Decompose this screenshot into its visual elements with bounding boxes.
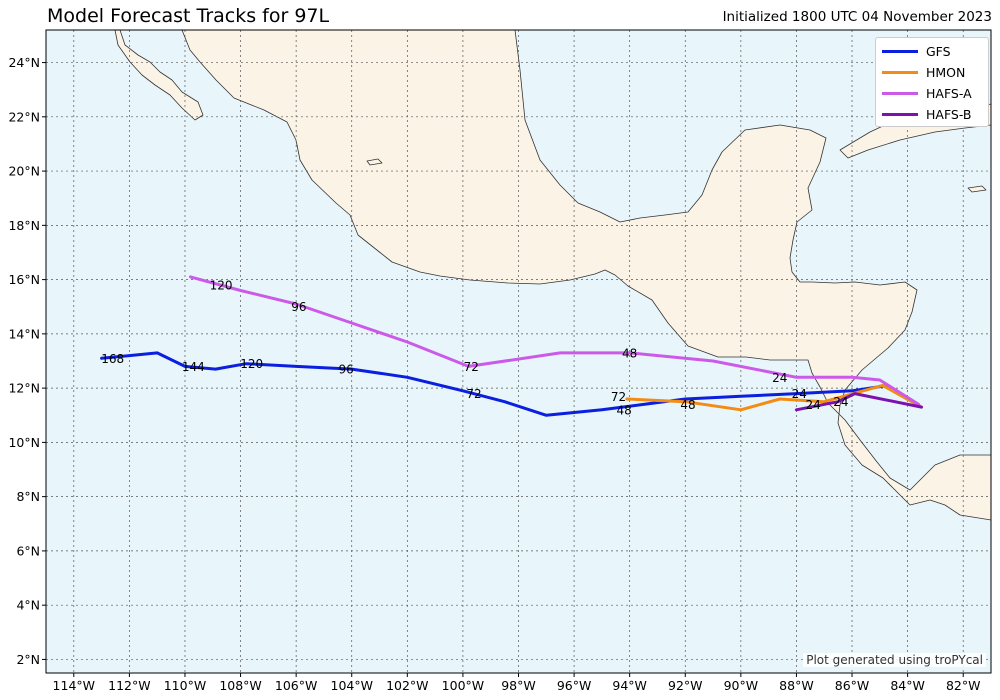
tick-label-lon: 86°W [835,678,870,693]
tick-label-lat: 4°N [16,598,40,613]
tick-label-lat: 14°N [8,326,40,341]
legend-swatch-hafs-a [882,92,918,95]
tick-label-lon: 100°W [442,678,484,693]
forecast-hour-label: 120 [240,357,263,371]
track-line-gfs [100,351,890,417]
initialized-time: Initialized 1800 UTC 04 November 2023 [722,9,992,25]
tick-label-lat: 12°N [8,381,40,396]
tick-label-lat: 6°N [16,543,40,558]
forecast-hour-label: 120 [210,279,233,293]
tick-label-lon: 98°W [501,678,536,693]
land-islas-marias [366,158,383,166]
legend-label-gfs: GFS [926,44,951,59]
latitude-ticks: 2°N 4°N 6°N 8°N 10°N 12°N 14°N 16°N 18°N 20°N 22°N… [8,55,46,667]
legend-item-gfs: GFS [882,41,982,62]
tick-label-lat: 20°N [8,164,40,179]
forecast-hour-label: 24 [805,398,820,412]
forecast-hour-label: 24 [792,387,807,401]
tick-label-lon: 94°W [612,678,647,693]
track-line-hafs-b [794,392,923,412]
legend-item-hafs-b: HAFS-B [882,104,982,125]
forecast-hour-label: 48 [616,403,631,417]
tick-label-lon: 82°W [946,678,981,693]
forecast-hour-label: 24 [833,395,848,409]
longitude-ticks: 114°W 112°W 110°W 108°W 106°W 104°W 102°W 100°W… [53,673,981,693]
forecast-hour-label: 72 [464,360,479,374]
tick-label-lat: 22°N [8,109,40,124]
tick-label-lon: 102°W [386,678,428,693]
map-title: Model Forecast Tracks for 97L [47,5,330,27]
credit-text: Plot generated using troPYcal [803,653,986,667]
legend-item-hafs-a: HAFS-A [882,83,982,104]
tick-label-lon: 90°W [724,678,759,693]
tick-label-lon: 112°W [108,678,150,693]
tick-label-lat: 16°N [8,272,40,287]
track-line-hmon [625,383,923,412]
legend-label-hmon: HMON [926,65,966,80]
legend-item-hmon: HMON [882,62,982,83]
land-mainland [181,30,991,521]
land-jamaica [967,185,987,193]
forecast-hour-label: 96 [291,300,306,314]
tick-label-lat: 8°N [16,489,40,504]
forecast-hour-label: 48 [622,346,637,360]
land-baja-california [114,30,204,121]
tick-label-lat: 18°N [8,218,40,233]
legend-label-hafs-a: HAFS-A [926,86,972,101]
legend-swatch-gfs [882,50,918,53]
tick-label-lon: 92°W [668,678,703,693]
legend-label-hafs-b: HAFS-B [926,107,972,122]
tick-label-lat: 24°N [8,55,40,70]
forecast-hour-label: 72 [466,387,481,401]
tick-label-lon: 84°W [890,678,925,693]
tick-label-lon: 114°W [53,678,95,693]
forecast-hour-label: 168 [101,352,124,366]
tick-label-lon: 96°W [557,678,592,693]
legend: GFS HMON HAFS-A HAFS-B [875,37,989,127]
tick-label-lat: 10°N [8,435,40,450]
tick-label-lon: 106°W [275,678,317,693]
tick-label-lat: 2°N [16,652,40,667]
forecast-hour-label: 144 [182,360,205,374]
tick-label-lon: 108°W [219,678,261,693]
tick-label-lon: 110°W [164,678,206,693]
legend-swatch-hmon [882,71,918,74]
forecast-hour-label: 72 [611,390,626,404]
forecast-hour-label: 24 [772,371,787,385]
tick-label-lon: 88°W [779,678,814,693]
forecast-hour-label: 48 [680,398,695,412]
tick-label-lon: 104°W [331,678,373,693]
forecast-tracks [100,275,923,417]
forecast-hour-label: 96 [339,363,354,377]
track-line-hafs-a [189,275,921,406]
legend-swatch-hafs-b [882,113,918,116]
